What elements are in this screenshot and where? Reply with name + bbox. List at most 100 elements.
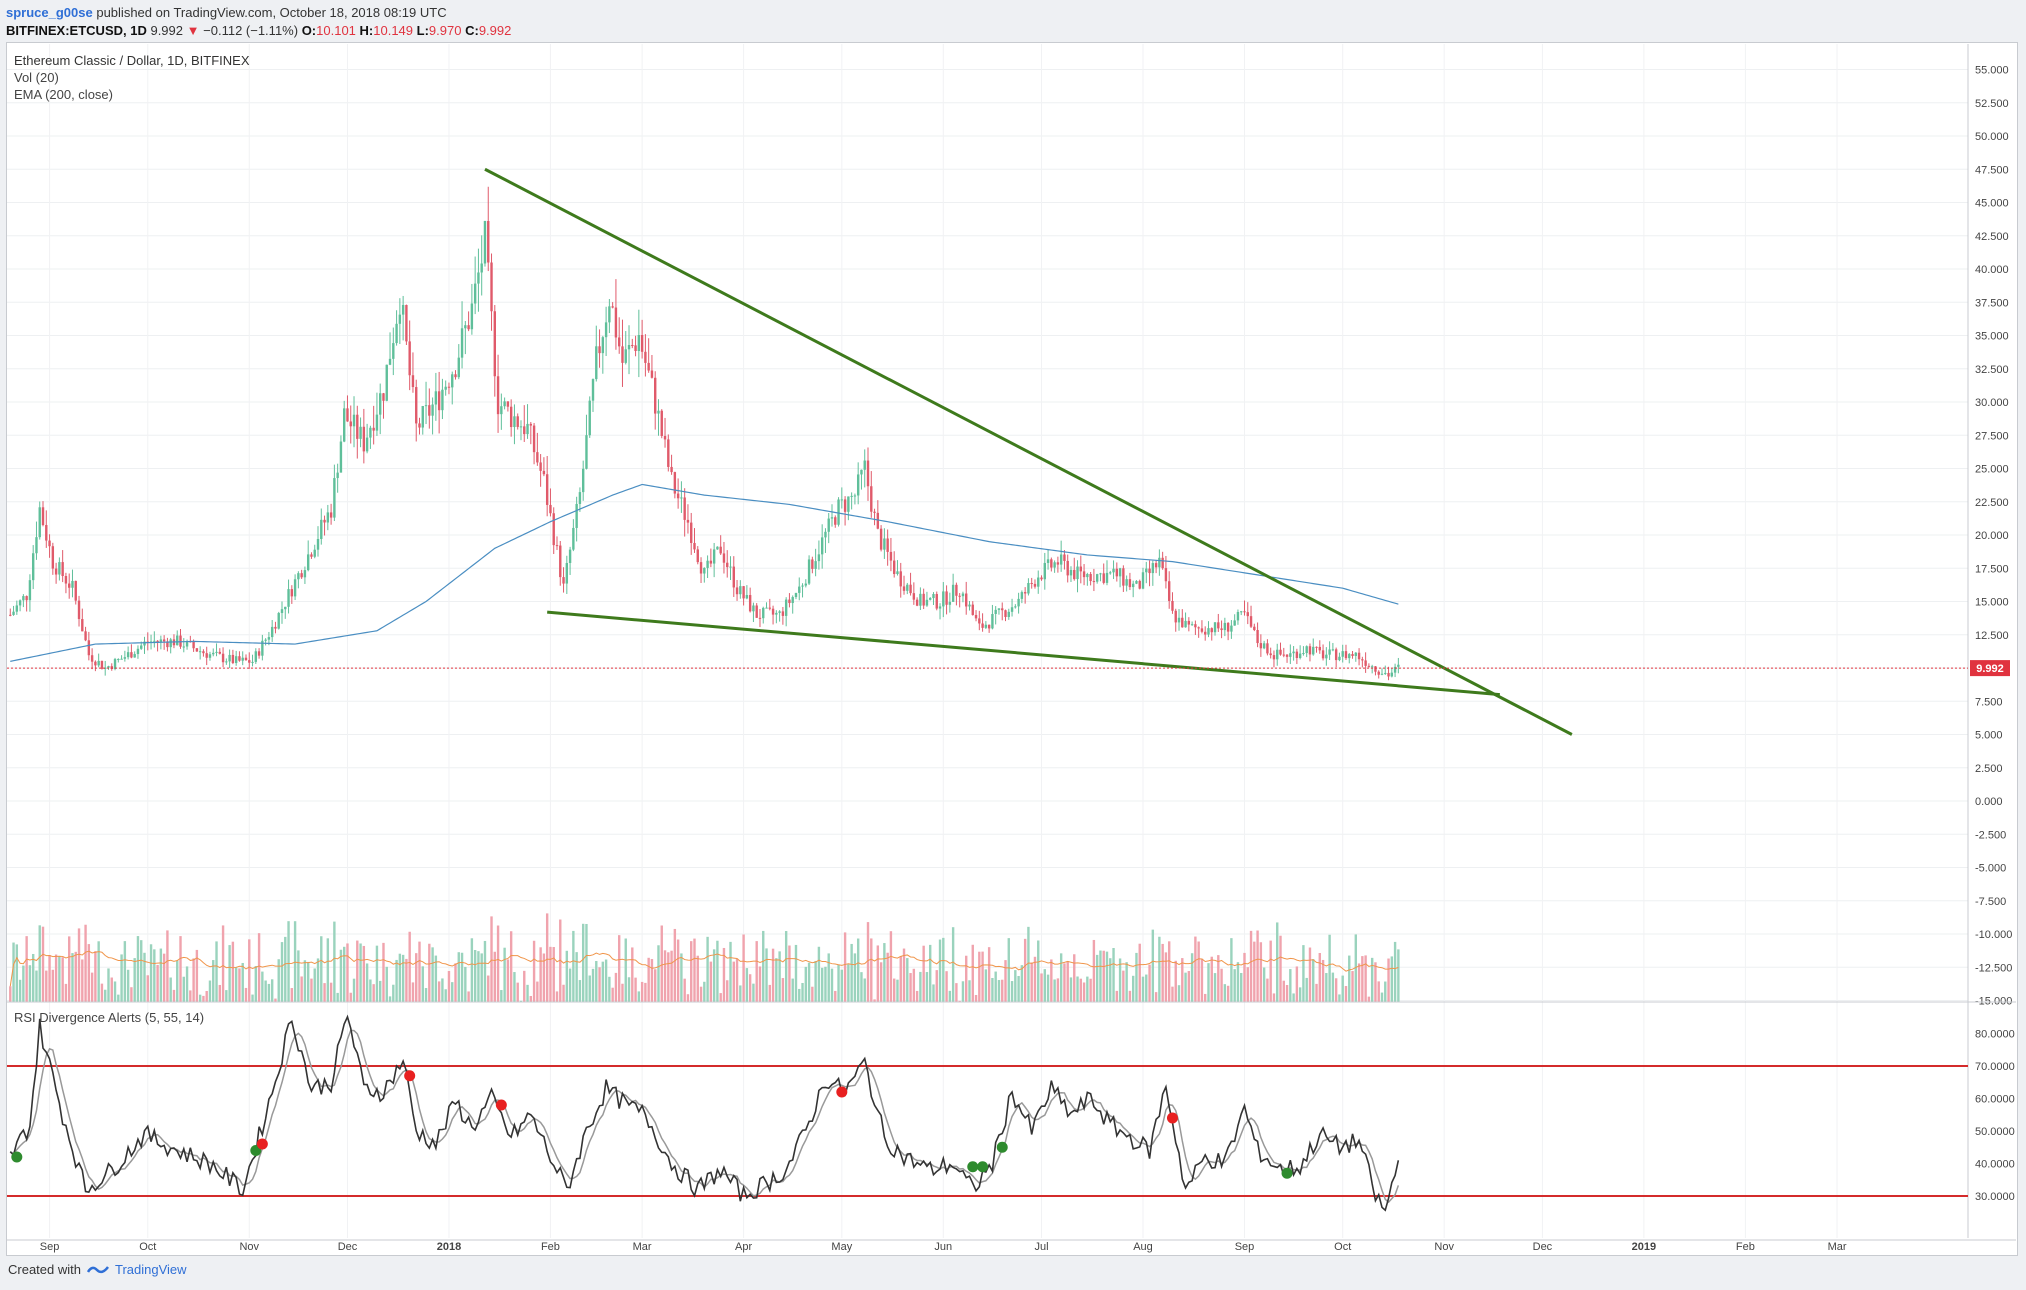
volume-bar [123,941,127,1002]
candle-body [752,605,755,612]
candle-body [1010,607,1014,612]
legend-ema[interactable]: EMA (200, close) [14,87,113,102]
candle-body [958,595,961,597]
publisher-name[interactable]: spruce_g00se [6,5,93,20]
volume-bar [1370,957,1374,1002]
candle-body [290,589,294,597]
volume-bar [267,983,271,1002]
price-axis-label: 55.000 [1975,65,2009,77]
candle-body [683,497,686,520]
candle-body [205,653,208,658]
candle-body [673,472,677,494]
candle-body [1014,606,1017,608]
volume-bar [1305,977,1308,1002]
candle-body [1348,654,1351,659]
volume-bar [516,982,519,1002]
legend-volume[interactable]: Vol (20) [14,70,59,85]
volume-bar [758,966,762,1002]
candle-body [1262,643,1266,649]
volume-bar [696,955,699,1002]
candle-body [424,405,428,407]
legend-title[interactable]: Ethereum Classic / Dollar, 1D, BITFINEX [14,53,250,68]
volume-bar [208,980,212,1002]
price-axis-label: 0.000 [1975,796,2003,808]
candle-body [447,386,451,388]
candle-body [1325,654,1328,659]
candle-body [9,614,12,616]
volume-bar [1161,943,1164,1002]
volume-bar [166,930,169,1002]
volume-bar [437,981,441,1002]
volume-bar [627,977,631,1002]
candle-body [100,660,104,669]
candle-body [1043,562,1046,580]
candle-body [395,323,398,344]
tradingview-link[interactable]: TradingView [114,1262,187,1277]
candle-body [1217,622,1220,629]
price-axis-label: 2.500 [1975,763,2003,775]
volume-bar [133,958,136,1002]
ohlc-high: 10.149 [373,23,414,38]
candle-body [748,595,752,612]
candle-body [198,651,202,653]
volume-bar [634,977,637,1002]
candle-body [480,263,483,273]
candle-body [575,503,578,528]
candle-body [1384,672,1387,674]
volume-bar [735,958,739,1002]
volume-bar [784,931,788,1002]
volume-bar [729,941,732,1002]
candle-body [654,377,657,414]
candle-body [1059,554,1063,565]
candle-body [873,511,876,513]
candle-body [1204,631,1207,635]
upper-trendline [484,167,1573,736]
candle-body [644,351,647,363]
volume-bar [1086,976,1089,1002]
candle-body [516,416,519,427]
volume-bar [1217,955,1220,1002]
time-axis-label: 2018 [437,1241,461,1253]
candle-body [601,337,605,354]
time-axis-label: Sep [1235,1241,1255,1253]
candle-body [1082,571,1086,578]
candle-body [729,566,732,568]
volume-bar [284,936,287,1002]
volume-bar [1141,976,1145,1002]
candle-body [38,507,41,538]
volume-bar [555,991,559,1002]
volume-bar [221,925,225,1002]
volume-bar [1249,930,1253,1002]
down-arrow-icon: ▼ [186,23,200,38]
ema-200-line [10,483,1399,662]
candle-body [1351,654,1354,656]
volume-bar [1171,986,1174,1002]
candle-body [1302,653,1305,655]
volume-bar [804,966,808,1002]
candle-body [912,593,916,600]
candle-body [1050,559,1053,568]
candle-body [588,400,591,436]
volume-bar [1387,958,1390,1002]
volume-bar [608,976,611,1002]
candle-body [965,593,968,607]
candle-body [22,596,25,601]
chart-area[interactable] [6,42,2018,1256]
volume-bar [1393,941,1397,1002]
candle-body [703,567,706,574]
volume-bar [906,958,909,1002]
candle-body [1334,649,1338,661]
volume-bar [650,959,654,1002]
candle-body [559,545,562,578]
rsi-pane-title[interactable]: RSI Divergence Alerts (5, 55, 14) [14,1010,205,1025]
candle-body [149,641,153,643]
volume-bar [1285,985,1289,1002]
candle-body [879,528,883,550]
candle-body [81,619,84,632]
candle-body [277,613,280,629]
volume-bar [1213,973,1217,1002]
volume-bar [1246,967,1249,1002]
candle-body [706,560,709,568]
volume-bar [323,983,326,1002]
